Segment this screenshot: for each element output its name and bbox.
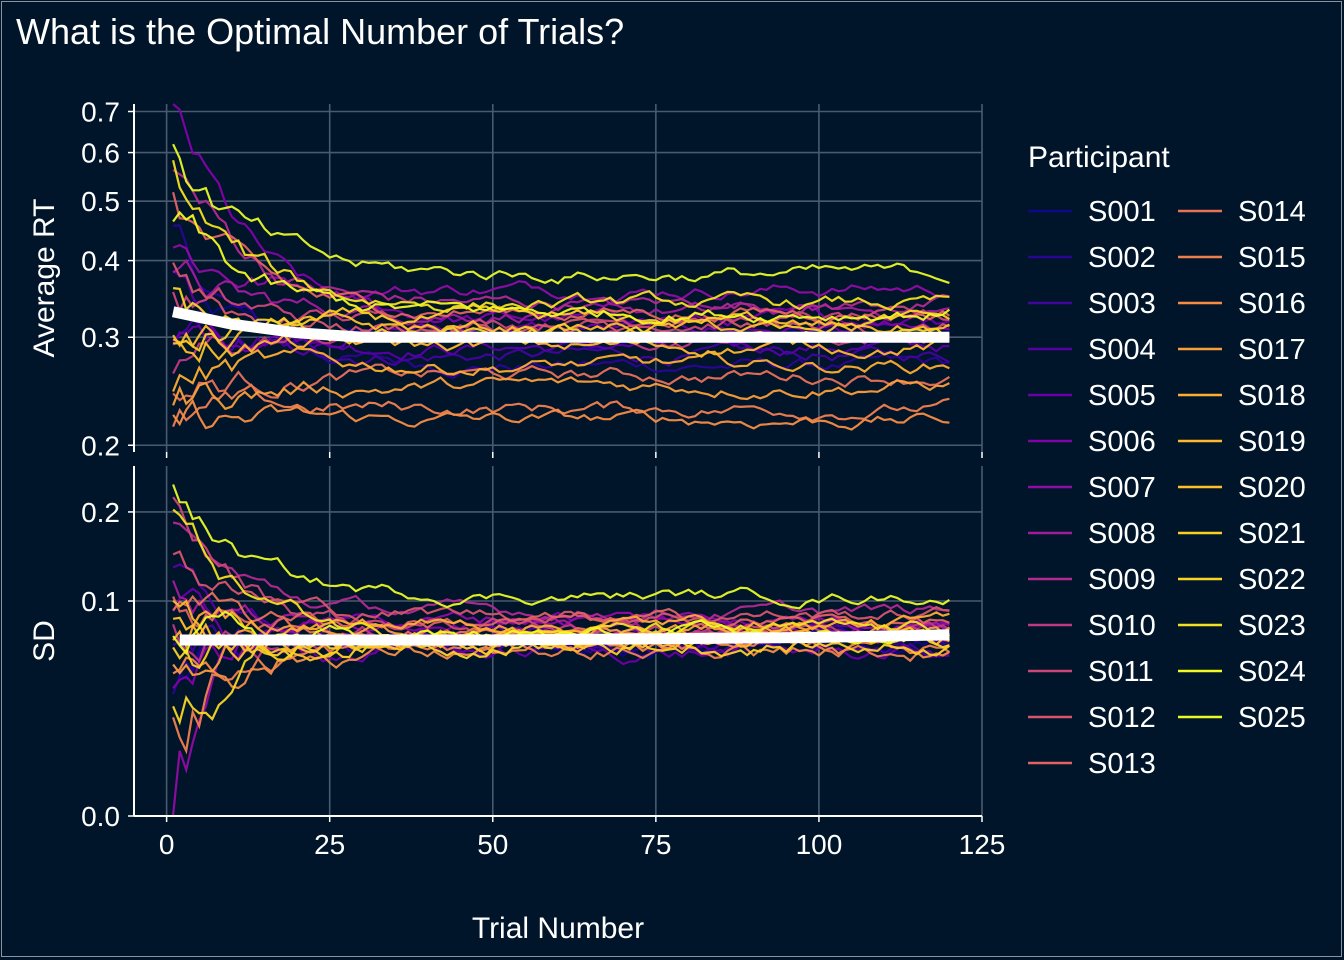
legend-item-s024: S024 (1178, 656, 1306, 688)
legend-label: S005 (1088, 380, 1156, 412)
x-tick-label: 125 (959, 829, 1006, 860)
chart-title: What is the Optimal Number of Trials? (16, 11, 624, 52)
legend: Participant S001 S002 S003 S004 S005 S006 S007… (1028, 141, 1306, 780)
legend-label: S014 (1238, 196, 1306, 228)
x-tick-label: 0 (159, 829, 175, 860)
legend-label: S024 (1238, 656, 1306, 688)
series-line-s019 (172, 324, 950, 360)
legend-label: S004 (1088, 334, 1156, 366)
legend-label: S012 (1088, 702, 1156, 734)
x-axis-title: Trial Number (472, 912, 644, 945)
series-line-s003 (172, 317, 950, 367)
legend-item-s025: S025 (1178, 702, 1306, 734)
x-tick-label: 75 (640, 829, 671, 860)
legend-label: S020 (1238, 472, 1306, 504)
legend-label: S001 (1088, 196, 1156, 228)
legend-label: S011 (1088, 656, 1154, 688)
legend-item-s020: S020 (1178, 472, 1306, 504)
x-tick-label: 25 (314, 829, 345, 860)
legend-item-s019: S019 (1178, 426, 1306, 458)
panel-1: 0.2 0.3 0.4 0.5 0.6 0.7 Average RT (28, 97, 983, 461)
y-tick-label: 0.3 (81, 322, 120, 353)
series-line-s025 (172, 484, 950, 610)
series-line-s013 (172, 191, 951, 326)
legend-label: S019 (1238, 426, 1306, 458)
panel-2: 0.0 0.1 0.2 SD 0 25 50 75 100 125 (28, 466, 1005, 860)
legend-label: S007 (1088, 472, 1156, 504)
legend-label: S013 (1088, 748, 1156, 780)
legend-item-s018: S018 (1178, 380, 1306, 412)
legend-label: S009 (1088, 564, 1156, 596)
y-axis-title: SD (28, 620, 61, 662)
legend-item-s017: S017 (1178, 334, 1306, 366)
legend-label: S008 (1088, 518, 1156, 550)
legend-label: S021 (1238, 518, 1306, 550)
legend-label: S002 (1088, 242, 1156, 274)
legend-item-s001: S001 (1028, 196, 1156, 228)
legend-item-s010: S010 (1028, 610, 1156, 642)
series-line-s015 (172, 633, 951, 755)
series-line-s018 (172, 347, 950, 392)
y-tick-label: 0.0 (81, 801, 120, 832)
legend-label: S003 (1088, 288, 1156, 320)
legend-label: S016 (1238, 288, 1306, 320)
legend-item-s009: S009 (1028, 564, 1156, 596)
legend-label: S018 (1238, 380, 1306, 412)
legend-item-s003: S003 (1028, 288, 1156, 320)
series-line-s025 (172, 143, 950, 285)
legend-label: S010 (1088, 610, 1156, 642)
y-tick-label: 0.6 (81, 138, 120, 169)
legend-item-s014: S014 (1178, 196, 1306, 228)
y-tick-label: 0.1 (81, 586, 120, 617)
legend-item-s016: S016 (1178, 288, 1306, 320)
legend-item-s011: S011 (1028, 656, 1154, 688)
legend-label: S015 (1238, 242, 1306, 274)
y-tick-label: 0.2 (81, 497, 120, 528)
series-line-s014 (172, 363, 950, 402)
legend-label: S025 (1238, 702, 1306, 734)
legend-label: S022 (1238, 564, 1306, 596)
legend-item-s004: S004 (1028, 334, 1156, 366)
legend-item-s012: S012 (1028, 702, 1156, 734)
y-tick-label: 0.7 (81, 97, 120, 128)
legend-item-s022: S022 (1178, 564, 1306, 596)
legend-label: S017 (1238, 334, 1306, 366)
series-line-s017 (172, 376, 950, 411)
x-tick-label: 100 (796, 829, 843, 860)
series-line-s020 (172, 312, 950, 364)
x-tick-label: 50 (477, 829, 508, 860)
legend-item-s005: S005 (1028, 380, 1156, 412)
series-line-s016 (172, 398, 950, 431)
legend-item-s013: S013 (1028, 748, 1156, 780)
series-line-s023 (172, 159, 950, 313)
series-line-s018 (172, 606, 950, 650)
legend-item-s008: S008 (1028, 518, 1156, 550)
legend-item-s006: S006 (1028, 426, 1156, 458)
legend-item-s002: S002 (1028, 242, 1156, 274)
series-line-s004 (172, 269, 950, 361)
median-line (179, 629, 950, 646)
y-axis-title: Average RT (28, 199, 61, 358)
y-tick-label: 0.4 (81, 246, 120, 277)
legend-item-s007: S007 (1028, 472, 1156, 504)
y-tick-label: 0.5 (81, 186, 120, 217)
series-line-s012 (172, 550, 950, 626)
legend-title: Participant (1028, 141, 1170, 174)
series-line-s024 (172, 210, 951, 325)
y-tick-label: 0.2 (81, 430, 120, 461)
legend-label: S023 (1238, 610, 1306, 642)
legend-label: S006 (1088, 426, 1156, 458)
legend-item-s021: S021 (1178, 518, 1306, 550)
legend-item-s023: S023 (1178, 610, 1306, 642)
legend-item-s015: S015 (1178, 242, 1306, 274)
median-line (171, 306, 950, 343)
